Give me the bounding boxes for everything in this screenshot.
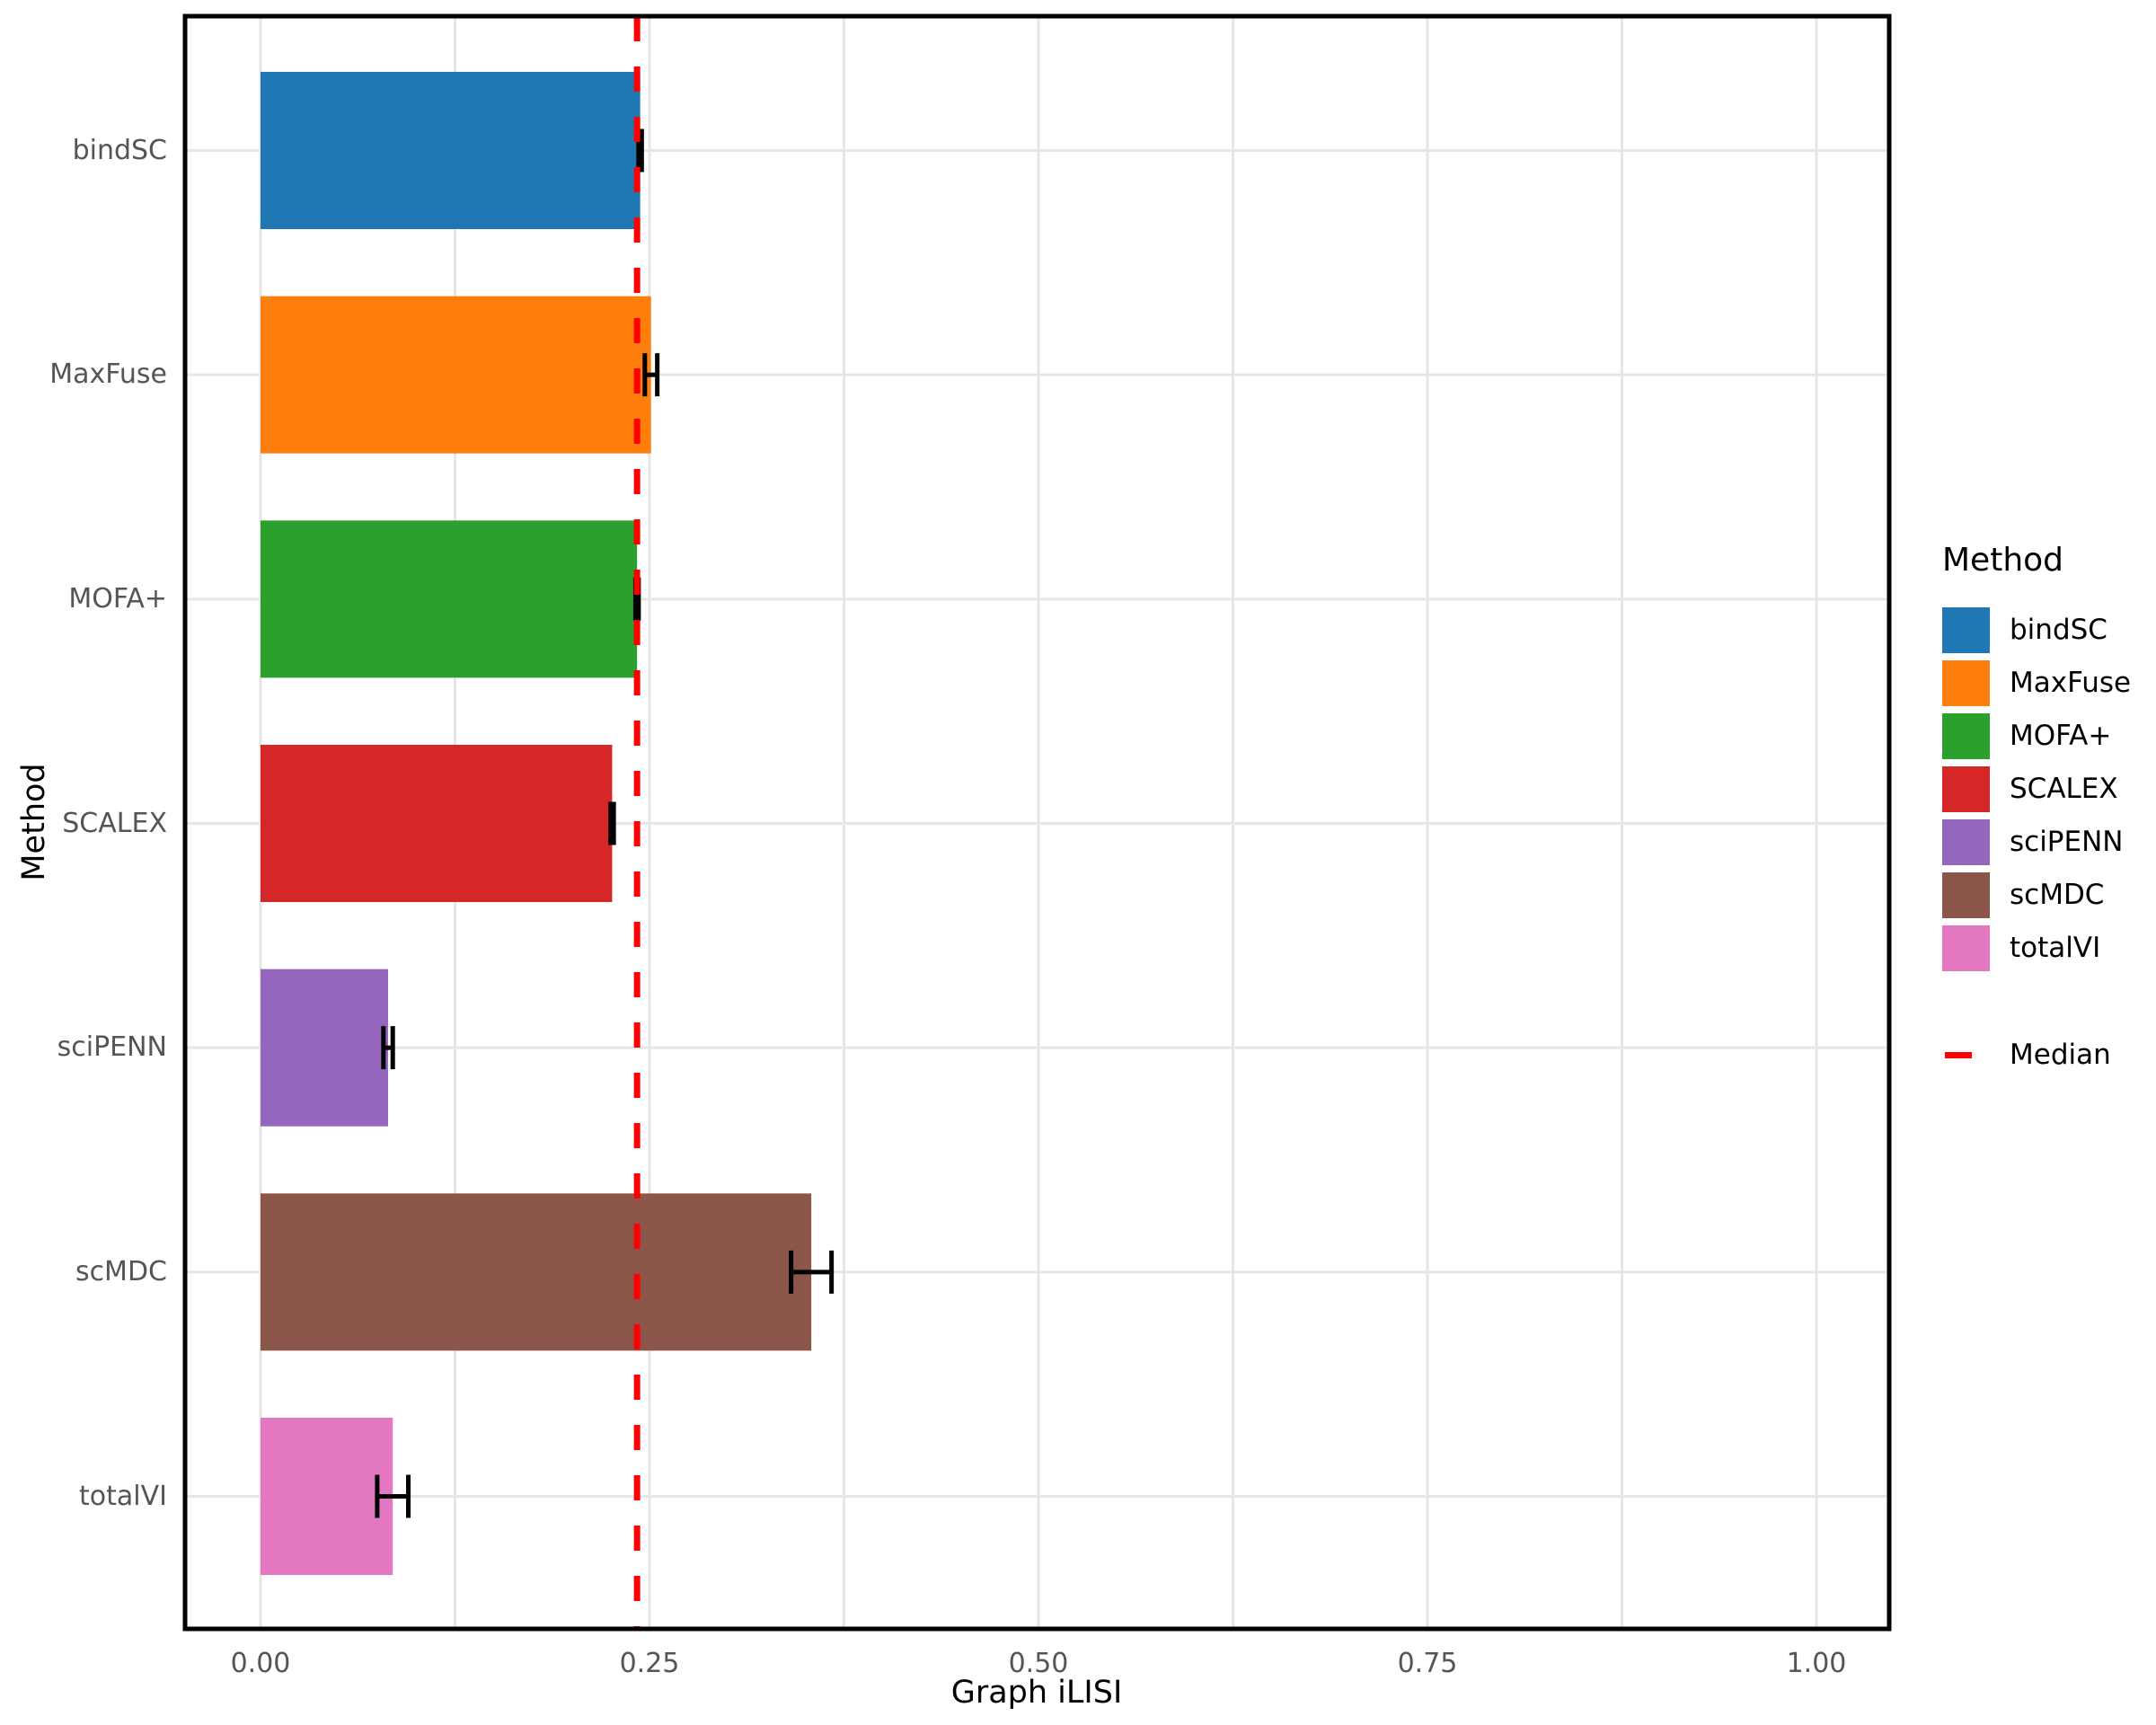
bar-MOFA+ xyxy=(261,520,638,678)
y-tick-label-MaxFuse: MaxFuse xyxy=(49,358,167,391)
y-axis-title: Method xyxy=(16,763,52,881)
errorbar-SCALEX xyxy=(608,801,616,845)
y-tick-label-MOFA+: MOFA+ xyxy=(68,582,167,615)
median-line-swatch xyxy=(1945,1051,1972,1058)
errorbar-MaxFuse xyxy=(642,353,660,397)
x-tick-label-0.00: 0.00 xyxy=(230,1648,291,1679)
legend-item-SCALEX: SCALEX xyxy=(1942,766,2131,812)
legend-items: bindSC MaxFuse MOFA+ SCALEX sciPENN scMDC tota… xyxy=(1942,607,2131,971)
legend-median-label: Median xyxy=(2010,1038,2111,1071)
legend-label-sciPENN: sciPENN xyxy=(2010,826,2124,858)
legend-swatch-MOFA+ xyxy=(1942,713,1990,759)
legend-label-bindSC: bindSC xyxy=(2010,614,2107,646)
legend-item-sciPENN: sciPENN xyxy=(1942,819,2131,865)
legend-swatch-sciPENN xyxy=(1942,819,1990,865)
legend-swatch-bindSC xyxy=(1942,607,1990,653)
legend-label-SCALEX: SCALEX xyxy=(2010,773,2118,805)
legend-item-MaxFuse: MaxFuse xyxy=(1942,660,2131,706)
errorbar-totalVI xyxy=(375,1474,411,1518)
bar-sciPENN xyxy=(261,969,389,1127)
y-tick-label-totalVI: totalVI xyxy=(79,1480,167,1512)
legend-item-median: Median xyxy=(1942,1037,2131,1073)
legend-swatch-totalVI xyxy=(1942,925,1990,971)
x-tick-label-0.75: 0.75 xyxy=(1397,1648,1458,1679)
y-tick-label-scMDC: scMDC xyxy=(75,1255,167,1287)
bar-SCALEX xyxy=(261,745,613,903)
legend-item-scMDC: scMDC xyxy=(1942,872,2131,918)
legend-title: Method xyxy=(1942,542,2064,579)
y-tick-label-SCALEX: SCALEX xyxy=(62,807,167,839)
y-tick-label-sciPENN: sciPENN xyxy=(57,1031,167,1064)
legend-label-scMDC: scMDC xyxy=(2010,879,2105,911)
legend-label-MaxFuse: MaxFuse xyxy=(2010,667,2132,699)
legend: Method bindSC MaxFuse MOFA+ SCALEX sciPENN sc… xyxy=(1942,539,2131,1073)
x-tick-label-1.00: 1.00 xyxy=(1786,1648,1847,1679)
legend-label-totalVI: totalVI xyxy=(2010,932,2101,964)
legend-swatch-scMDC xyxy=(1942,872,1990,918)
x-tick-label-0.25: 0.25 xyxy=(619,1648,680,1679)
bar-totalVI xyxy=(261,1418,393,1576)
x-tick-label-0.50: 0.50 xyxy=(1008,1648,1069,1679)
legend-item-totalVI: totalVI xyxy=(1942,925,2131,971)
errorbar-scMDC xyxy=(789,1250,835,1294)
panel-border xyxy=(182,13,1892,1632)
bar-bindSC xyxy=(261,72,641,229)
errorbar-sciPENN xyxy=(381,1026,395,1070)
bar-scMDC xyxy=(261,1193,812,1351)
legend-swatch-MaxFuse xyxy=(1942,660,1990,706)
legend-label-MOFA+: MOFA+ xyxy=(2010,720,2112,752)
legend-swatch-SCALEX xyxy=(1942,766,1990,812)
legend-item-bindSC: bindSC xyxy=(1942,607,2131,653)
y-tick-label-bindSC: bindSC xyxy=(72,134,167,166)
x-axis-title: Graph iLISI xyxy=(950,1675,1123,1711)
bar-MaxFuse xyxy=(261,296,651,454)
legend-item-MOFA+: MOFA+ xyxy=(1942,713,2131,759)
